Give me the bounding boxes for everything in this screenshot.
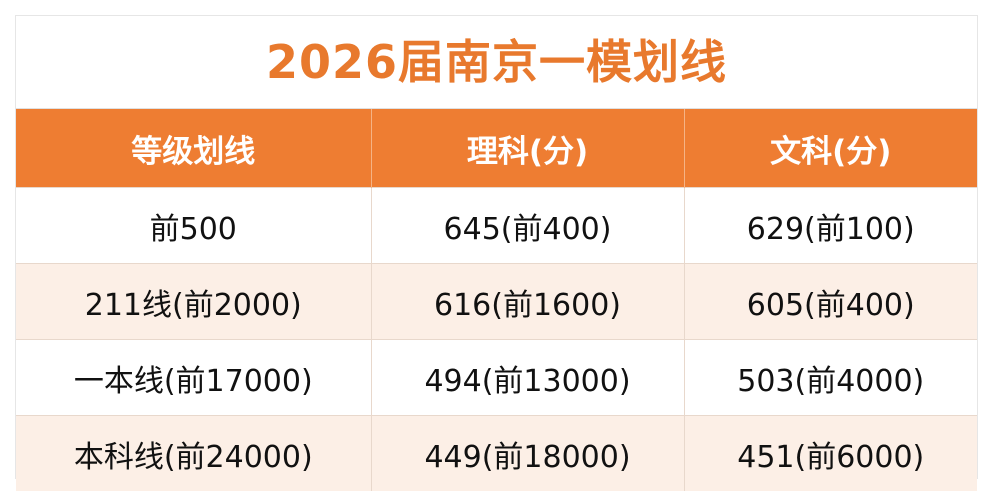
title: 2026届南京一模划线 bbox=[16, 16, 977, 109]
table-cell: 前500 bbox=[16, 187, 372, 264]
table-row: 211线(前2000) 616(前1600) 605(前400) bbox=[16, 263, 977, 340]
column-header: 理科(分) bbox=[371, 109, 685, 188]
table-cell: 503(前4000) bbox=[684, 339, 977, 416]
table-cell: 一本线(前17000) bbox=[16, 339, 372, 416]
table-cell: 605(前400) bbox=[684, 263, 977, 340]
header-row: 等级划线 理科(分) 文科(分) bbox=[16, 109, 977, 188]
column-header: 文科(分) bbox=[684, 109, 977, 188]
table-cell: 449(前18000) bbox=[371, 415, 685, 491]
table-row: 一本线(前17000) 494(前13000) 503(前4000) bbox=[16, 339, 977, 416]
table-cell: 494(前13000) bbox=[371, 339, 685, 416]
table-cell: 629(前100) bbox=[684, 187, 977, 264]
table-cell: 616(前1600) bbox=[371, 263, 685, 340]
column-header: 等级划线 bbox=[16, 109, 372, 188]
table-cell: 451(前6000) bbox=[684, 415, 977, 491]
table-cell: 211线(前2000) bbox=[16, 263, 372, 340]
card: 2026届南京一模划线 等级划线 理科(分) 文科(分) 前500 645(前400)… bbox=[15, 15, 978, 491]
table-row: 本科线(前24000) 449(前18000) 451(前6000) bbox=[16, 415, 977, 491]
table-body: 前500 645(前400) 629(前100) 211线(前2000) 616(前16… bbox=[16, 187, 977, 491]
score-table: 等级划线 理科(分) 文科(分) 前500 645(前400) 629(前100) 211… bbox=[16, 109, 977, 491]
table-cell: 本科线(前24000) bbox=[16, 415, 372, 491]
table-cell: 645(前400) bbox=[371, 187, 685, 264]
table-row: 前500 645(前400) 629(前100) bbox=[16, 187, 977, 264]
